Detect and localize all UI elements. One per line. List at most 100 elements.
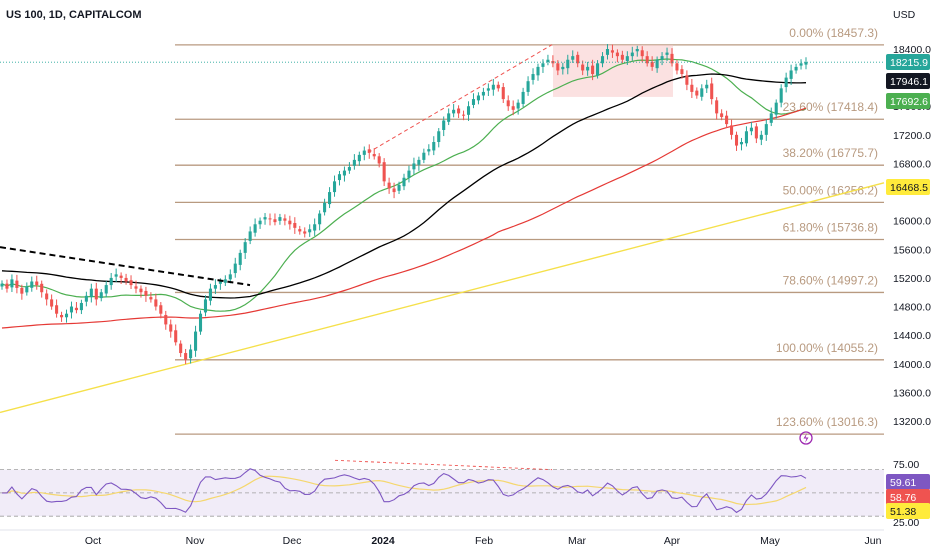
- candle-body: [640, 50, 644, 57]
- candle-body: [759, 134, 763, 140]
- candle-body: [615, 52, 619, 57]
- candle-body: [357, 154, 361, 162]
- uptrend-channel-line: [367, 44, 553, 154]
- candle-body: [764, 124, 768, 135]
- price-axis[interactable]: 18400.017600.017200.016800.016000.015600…: [0, 44, 931, 531]
- fib-label: 123.60% (13016.3): [776, 415, 878, 429]
- candle-body: [258, 220, 262, 225]
- candle-body: [74, 307, 78, 311]
- time-axis[interactable]: Oct Nov Dec 2024 Feb Mar Apr May Jun: [85, 535, 882, 547]
- candle-body: [725, 115, 729, 125]
- candle-body: [501, 87, 505, 100]
- candle-body: [561, 66, 565, 70]
- candle-body: [104, 285, 108, 294]
- rsi-divergence-line: [334, 459, 553, 471]
- alert-icon[interactable]: [799, 431, 813, 445]
- candle-body: [462, 114, 466, 116]
- candle-body: [541, 63, 545, 67]
- candle-body: [799, 63, 803, 66]
- candle-body: [263, 217, 267, 220]
- fib-label: 78.60% (14997.2): [783, 273, 878, 287]
- candle-body: [20, 287, 24, 294]
- candle-body: [129, 280, 133, 286]
- candle-body: [610, 50, 614, 53]
- candle-body: [194, 331, 198, 351]
- candlesticks: [0, 44, 808, 365]
- candle-body: [749, 127, 753, 132]
- candle-body: [189, 349, 193, 359]
- candle-body: [228, 274, 232, 280]
- value-tag: [886, 73, 930, 89]
- candle-body: [328, 192, 332, 205]
- candle-body: [89, 288, 93, 298]
- value-tag: [886, 503, 930, 519]
- candle-body: [55, 305, 59, 314]
- candle-body: [273, 219, 277, 223]
- candle-body: [372, 154, 376, 157]
- fib-label: 23.60% (17418.4): [783, 100, 878, 114]
- candle-body: [0, 283, 4, 287]
- candle-body: [680, 69, 684, 75]
- candle-body: [715, 100, 719, 114]
- candle-body: [586, 66, 590, 71]
- candle-body: [308, 229, 312, 233]
- candle-body: [40, 283, 44, 293]
- candle-body: [243, 242, 247, 253]
- fib-label: 0.00% (18457.3): [789, 26, 878, 40]
- price-tick-label: 17200.0: [893, 130, 931, 142]
- candle-body: [298, 229, 302, 232]
- candle-body: [526, 81, 530, 92]
- candle-body: [511, 106, 515, 110]
- time-tick-label: Jun: [865, 535, 882, 547]
- value-tag: [886, 54, 930, 70]
- candle-body: [94, 288, 98, 300]
- rsi-pane: [0, 459, 884, 517]
- currency-label: USD: [893, 9, 916, 21]
- candle-body: [213, 285, 217, 289]
- candle-body: [10, 279, 14, 288]
- candle-body: [655, 59, 659, 69]
- candle-body: [665, 52, 669, 55]
- candle-body: [114, 274, 118, 277]
- value-tag-label: 17946.1: [890, 76, 928, 88]
- candle-body: [159, 305, 163, 314]
- fibonacci-retracement[interactable]: 0.00% (18457.3) 23.60% (17418.4) 38.20% (1…: [175, 26, 884, 435]
- price-tick-label: 14800.0: [893, 302, 931, 314]
- candle-body: [412, 163, 416, 170]
- candle-body: [323, 202, 327, 213]
- candle-body: [5, 283, 9, 289]
- candle-body: [427, 149, 431, 152]
- candle-body: [402, 177, 406, 187]
- candle-body: [437, 131, 441, 142]
- value-tag-label: 58.76: [890, 492, 916, 504]
- sma-200-line: [0, 182, 885, 414]
- candle-body: [685, 75, 689, 85]
- candle-body: [789, 70, 793, 79]
- candle-body: [710, 83, 714, 100]
- time-tick-label: Oct: [85, 535, 101, 547]
- rsi-tick-label: 75.00: [893, 459, 919, 471]
- rsi-ma-line: [2, 475, 807, 506]
- candle-body: [506, 100, 510, 107]
- candle-body: [546, 59, 550, 63]
- candle-body: [566, 59, 570, 69]
- candle-body: [695, 90, 699, 96]
- candle-body: [422, 152, 426, 160]
- candle-body: [645, 56, 649, 64]
- candle-body: [278, 217, 282, 221]
- candle-body: [734, 134, 739, 146]
- candle-body: [223, 279, 227, 283]
- price-tick-label: 14000.0: [893, 359, 931, 371]
- candle-body: [253, 224, 257, 233]
- candle-body: [417, 159, 421, 165]
- candle-body: [739, 142, 744, 145]
- candle-body: [690, 84, 694, 92]
- candle-body: [670, 53, 674, 64]
- candle-body: [248, 231, 252, 241]
- candle-body: [169, 324, 173, 332]
- consolidation-box: [553, 44, 673, 97]
- candle-body: [139, 288, 143, 293]
- candle-body: [387, 182, 391, 189]
- candle-body: [35, 281, 39, 286]
